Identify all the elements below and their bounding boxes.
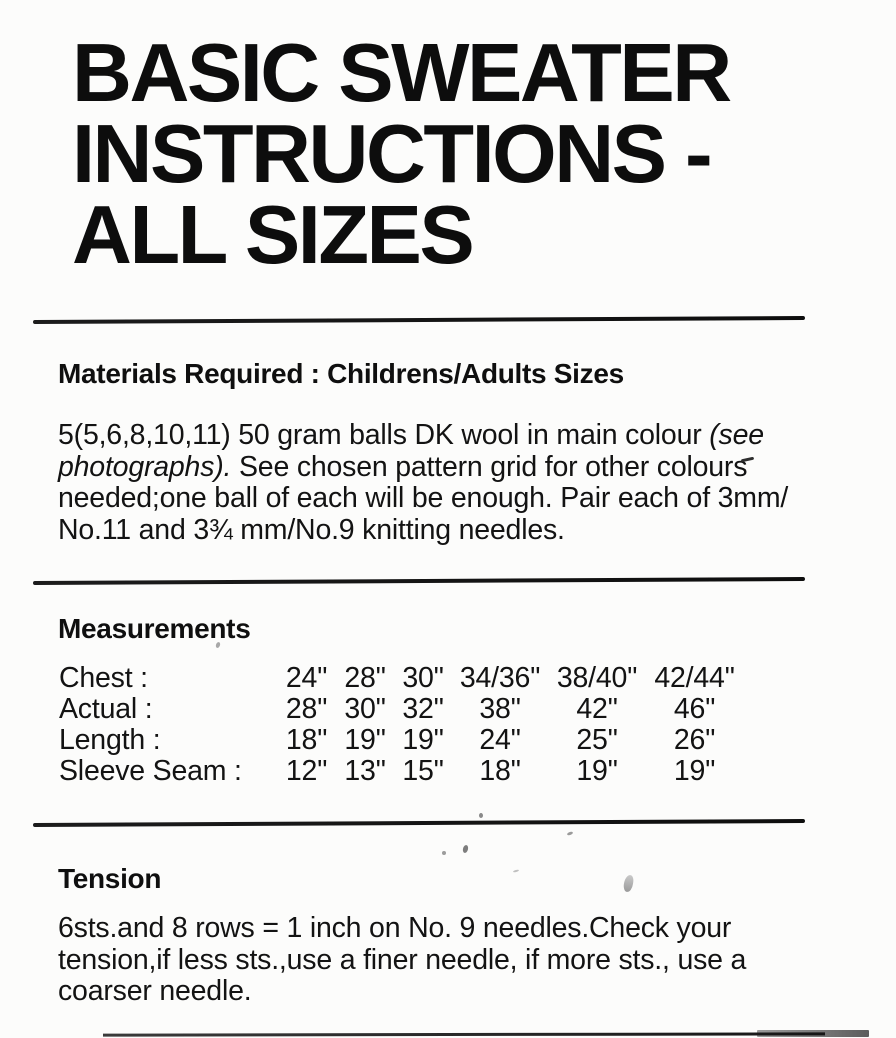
scan-speck <box>442 851 446 855</box>
cell-value: 13" <box>344 755 386 787</box>
cell-value: 25" <box>576 724 618 756</box>
paragraph-line: No.11 and 3¾ mm/No.9 knitting needles. <box>58 513 788 547</box>
paragraph-line: coarser needle. <box>58 975 746 1008</box>
cell-value: 38/40" <box>556 662 638 694</box>
paragraph-line: 5(5,6,8,10,11) 50 gram balls DK wool in … <box>58 419 788 452</box>
section-divider-rule-2 <box>32 576 806 586</box>
cell-value: 19" <box>402 724 444 756</box>
cell-value: 30" <box>344 693 386 725</box>
text-segment: No.11 and 3¾ mm/No.9 knitting needles. <box>58 513 565 546</box>
paragraph-line: photographs). See chosen pattern grid fo… <box>58 450 788 484</box>
cell-value: 28" <box>344 662 386 694</box>
paragraph-line: needed;one ball of each will be enough. … <box>58 482 789 515</box>
scan-speck <box>479 813 483 818</box>
text-segment: See chosen pattern grid for other colour… <box>231 450 748 483</box>
cell-value: 38" <box>479 693 521 725</box>
tension-paragraph: 6sts.and 8 rows = 1 inch on No. 9 needle… <box>58 912 747 1008</box>
row-label: Length : <box>59 724 161 756</box>
row-label: Chest : <box>59 662 148 694</box>
cell-value: 12" <box>285 755 328 787</box>
scan-speck <box>622 874 635 893</box>
bottom-cutoff-line <box>102 1032 826 1037</box>
scan-speck <box>512 869 520 873</box>
scan-speck <box>566 831 574 836</box>
italic-text-segment: photographs). <box>58 450 232 483</box>
cell-value: 34/36" <box>459 662 541 694</box>
cell-value: 46" <box>673 693 716 725</box>
section-divider-rule-1 <box>32 315 806 325</box>
cell-value: 42/44" <box>654 662 735 694</box>
title-line: BASIC SWEATER <box>72 26 732 119</box>
tension-heading: Tension <box>58 863 162 894</box>
cell-value: 42" <box>576 693 618 725</box>
scan-speck <box>215 641 221 649</box>
text-segment: needed;one ball of each will be enough. … <box>58 482 789 514</box>
paragraph-line: 6sts.and 8 rows = 1 inch on No. 9 needle… <box>58 912 746 945</box>
cell-value: 26" <box>673 724 716 756</box>
cell-value: 18" <box>479 755 521 787</box>
cell-value: 15" <box>402 755 444 787</box>
title-line: ALL SIZES <box>72 188 475 281</box>
measurements-heading: Measurements <box>58 613 251 644</box>
cell-value: 19" <box>673 755 716 787</box>
text-segment: 5(5,6,8,10,11) 50 gram balls DK wool in … <box>58 419 710 451</box>
scan-speck <box>462 844 469 854</box>
cell-value: 18" <box>285 724 328 756</box>
title-line: INSTRUCTIONS - <box>72 107 713 200</box>
page-title: BASIC SWEATER INSTRUCTIONS - ALL SIZES <box>72 26 732 281</box>
cell-value: 19" <box>576 755 618 787</box>
cell-value: 28" <box>285 693 328 725</box>
cell-value: 19" <box>344 724 386 756</box>
cell-value: 24" <box>479 724 521 756</box>
materials-paragraph: 5(5,6,8,10,11) 50 gram balls DK wool in … <box>58 419 789 547</box>
cell-value: 32" <box>402 693 444 725</box>
section-divider-rule-3 <box>32 818 806 828</box>
paragraph-line: tension,if less sts.,use a finer needle,… <box>58 943 747 977</box>
text-segment: coarser needle. <box>58 975 252 1007</box>
cell-value: 24" <box>285 662 328 694</box>
cell-value: 30" <box>402 662 444 694</box>
materials-heading: Materials Required : Childrens/Adults Si… <box>58 358 624 389</box>
measurements-table: Chest :24" 28" 30" 34/36" 38/40" 42/44" Actual… <box>59 663 743 787</box>
text-segment: 6sts.and 8 rows = 1 inch on No. 9 needle… <box>58 912 732 944</box>
row-label: Actual : <box>59 693 153 725</box>
row-label: Sleeve Seam : <box>59 755 242 787</box>
italic-text-segment: (see <box>709 419 764 451</box>
text-segment: tension,if less sts.,use a finer needle,… <box>58 943 747 976</box>
